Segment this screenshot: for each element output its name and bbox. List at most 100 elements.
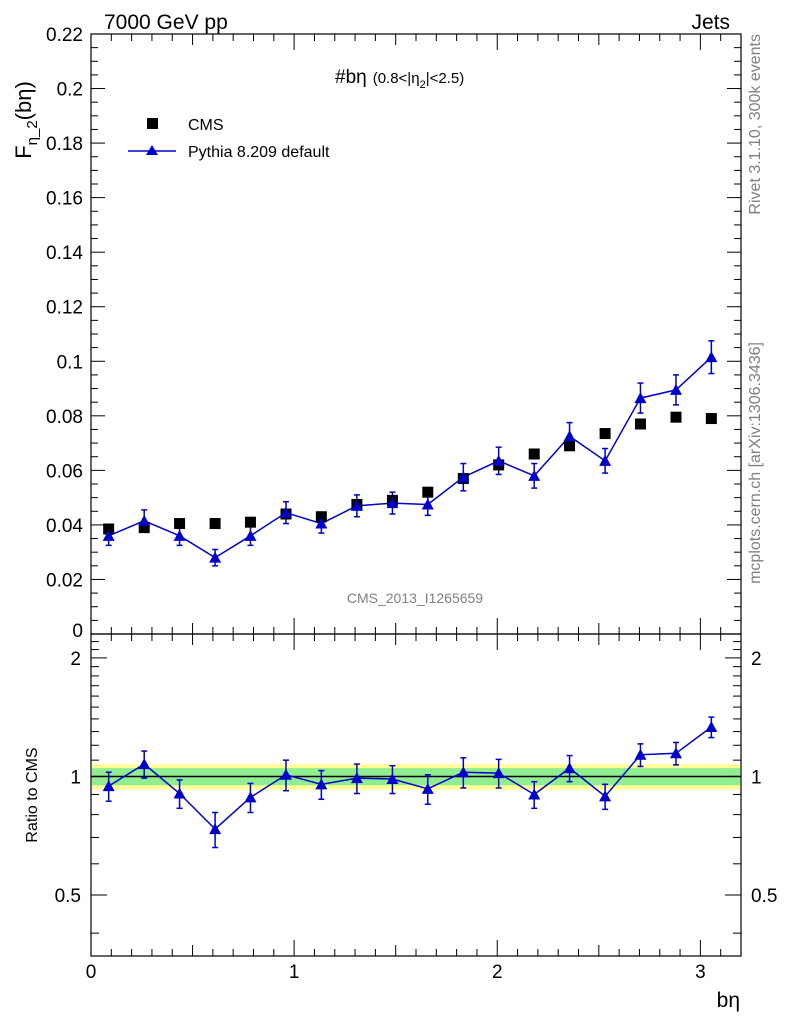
cms-data-point xyxy=(528,448,540,460)
y-tick-label: 0.18 xyxy=(46,134,83,155)
ratio-panel: 0 1 2 3 0.5 0.5 1 1 2 2 xyxy=(55,633,777,983)
pythia-data-point xyxy=(670,383,682,395)
pythia-data-point xyxy=(173,529,186,541)
ratio-pythia-point xyxy=(280,768,292,780)
y-tick-label: 0.1 xyxy=(57,352,83,373)
legend-cms-label: CMS xyxy=(188,117,224,134)
pythia-data-point xyxy=(209,551,222,563)
cms-data-point xyxy=(174,518,186,530)
ratio-pythia-point xyxy=(705,721,718,733)
ratio-pythia-point xyxy=(492,767,505,779)
pythia-data-point xyxy=(280,506,292,518)
pythia-data-point xyxy=(102,529,115,541)
pythia-data-point xyxy=(599,454,612,466)
cms-data-point xyxy=(599,428,611,440)
ratio-tick-label-left: 1 xyxy=(70,767,81,788)
legend-pythia-label: Pythia 8.209 default xyxy=(188,144,330,161)
ratio-pythia-point xyxy=(528,788,541,800)
ratio-pythia-point xyxy=(102,780,115,792)
ratio-pythia-point xyxy=(138,758,151,770)
ratio-pythia-line xyxy=(108,726,712,831)
cms-data-point xyxy=(634,418,646,430)
ratio-pythia-point xyxy=(563,762,576,774)
pythia-data-point xyxy=(244,529,257,541)
ratio-tick-label-right: 1 xyxy=(751,767,762,788)
plot-title-condition: (0.8<|η xyxy=(373,70,420,87)
cms-data-point xyxy=(670,411,682,423)
y-tick-label: 0.12 xyxy=(46,298,83,319)
y-tick-label: 0.02 xyxy=(46,570,83,591)
legend-cms-marker xyxy=(147,118,158,129)
cms-data-point xyxy=(103,523,115,535)
ratio-pythia-point xyxy=(670,747,682,759)
ratio-pythia-point xyxy=(209,823,222,835)
y-tick-label: 0.16 xyxy=(46,189,83,210)
cms-data-point xyxy=(564,440,576,452)
x-tick-label: 0 xyxy=(86,962,97,983)
ratio-pythia-point xyxy=(421,782,434,794)
y-axis-label: Fη_2(bη) xyxy=(11,81,41,159)
legend: CMS Pythia 8.209 default xyxy=(128,117,330,161)
ratio-tick-label-right: 0.5 xyxy=(751,886,777,907)
y-tick-label: 0.22 xyxy=(46,25,83,46)
ratio-axis-label: Ratio to CMS xyxy=(24,747,41,842)
y-axis-label-sub: η_2 xyxy=(24,120,41,145)
pythia-data-point xyxy=(315,517,328,529)
ratio-tick-label-right: 2 xyxy=(751,649,762,670)
x-axis-label: bη xyxy=(717,989,740,1012)
plot-title: #bη (0.8<|η2|<2.5) xyxy=(335,67,464,91)
pythia-series-line xyxy=(108,356,712,559)
ratio-tick-label-left: 0.5 xyxy=(55,886,81,907)
cms-data-point xyxy=(422,486,434,498)
plot-title-subscript: 2 xyxy=(420,79,426,91)
ratio-pythia-point xyxy=(599,790,612,802)
ratio-tick-label-left: 2 xyxy=(70,649,81,670)
cms-data-point xyxy=(244,516,256,528)
pythia-data-point xyxy=(528,469,541,481)
y-tick-label: 0.2 xyxy=(57,80,83,101)
y-tick-label: 0.04 xyxy=(46,516,83,537)
pythia-data-point xyxy=(705,351,718,363)
main-panel: 0 0.02 0.04 0.06 0.08 0.1 0.12 0.14 0.16 0.18 0.2 0… xyxy=(46,25,742,642)
pythia-data-point xyxy=(421,498,434,510)
y-tick-label: 0 xyxy=(72,621,83,642)
x-tick-label: 2 xyxy=(492,962,503,983)
ratio-pythia-point xyxy=(173,787,186,799)
ratio-pythia-point xyxy=(386,773,399,785)
ratio-frame xyxy=(90,633,742,957)
cms-data-point xyxy=(209,518,221,530)
mcplots-reference-label: mcplots.cern.ch [arXiv:1306.3436] xyxy=(747,342,764,584)
pythia-data-point xyxy=(350,499,363,511)
y-axis-label-main: F xyxy=(11,145,36,158)
rivet-version-label: Rivet 3.1.10, 300k events xyxy=(747,34,764,215)
cms-data-point xyxy=(315,511,327,523)
pythia-data-point xyxy=(457,471,470,483)
pythia-data-point xyxy=(386,497,399,509)
pythia-data-point xyxy=(138,514,151,526)
header-process-label: Jets xyxy=(691,11,730,34)
legend-pythia-marker xyxy=(146,145,158,155)
cms-data-point xyxy=(705,413,717,425)
ratio-pythia-point xyxy=(350,772,363,784)
ratio-pythia-point xyxy=(244,791,257,803)
header-energy-label: 7000 GeV pp xyxy=(104,11,228,34)
svg-text:Fη_2(bη): Fη_2(bη) xyxy=(11,81,41,159)
pythia-data-point xyxy=(563,430,576,442)
ratio-pythia-point xyxy=(457,766,470,778)
x-tick-label: 3 xyxy=(695,962,706,983)
plot-title-main: #bη xyxy=(335,67,367,88)
ratio-pythia-point xyxy=(315,778,328,790)
analysis-watermark: CMS_2013_I1265659 xyxy=(347,590,483,606)
y-tick-label: 0.06 xyxy=(46,461,83,482)
y-axis-label-tail: (bη) xyxy=(11,81,36,120)
plot-title-condition-tail: |<2.5) xyxy=(426,70,465,87)
ratio-pythia-point xyxy=(634,748,647,760)
y-tick-label: 0.08 xyxy=(46,407,83,428)
x-tick-label: 1 xyxy=(289,962,300,983)
pythia-data-point xyxy=(634,392,647,404)
cms-data-point xyxy=(138,522,150,534)
pythia-data-point xyxy=(492,454,505,466)
y-tick-label: 0.14 xyxy=(46,243,83,264)
